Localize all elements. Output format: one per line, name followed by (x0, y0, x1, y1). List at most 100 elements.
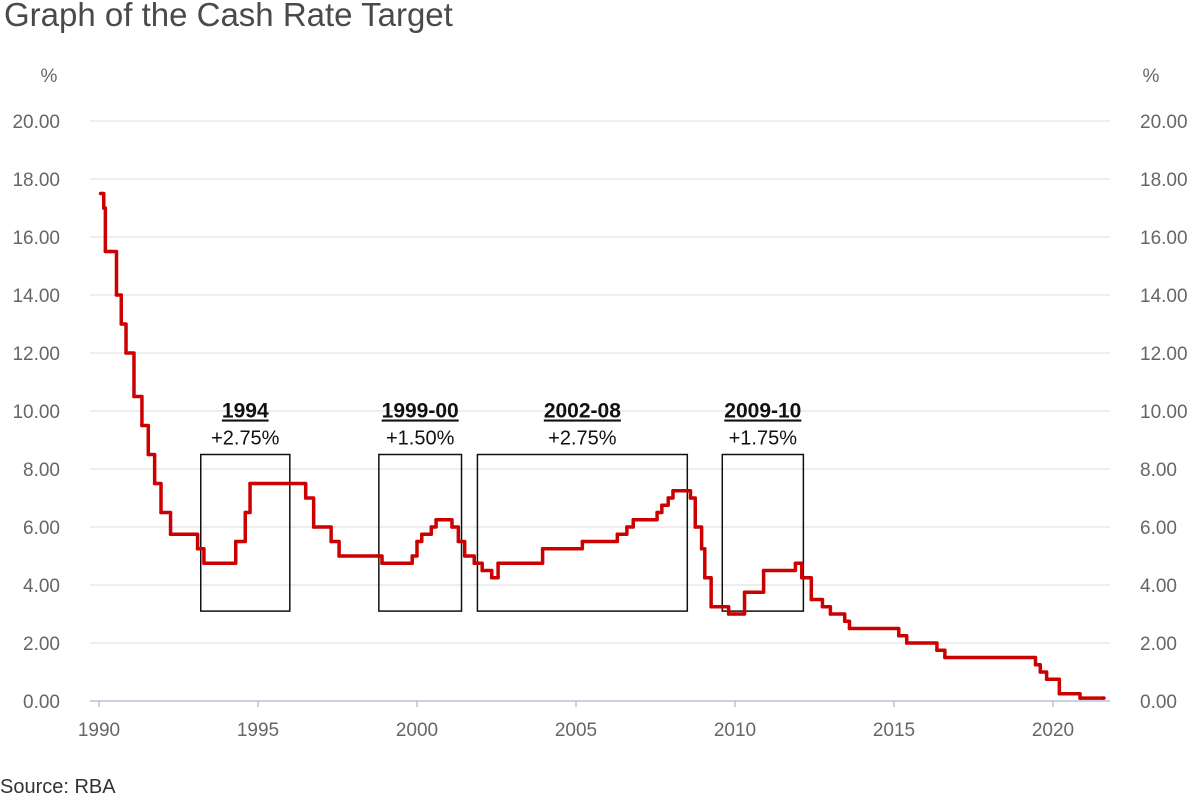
annotation-change: +2.75% (548, 428, 617, 450)
y-tick-label: 8.00 (23, 460, 60, 481)
y-tick-label: 4.00 (1140, 576, 1177, 597)
data-point (114, 293, 119, 297)
data-point (248, 481, 252, 486)
data-point (466, 554, 470, 558)
data-point (671, 488, 675, 493)
data-point (537, 561, 542, 566)
data-point (311, 525, 316, 529)
data-point (329, 539, 333, 544)
data-point (429, 525, 434, 529)
data-point (434, 517, 438, 522)
data-point (159, 510, 163, 515)
annotation-period: 1994 (222, 400, 269, 423)
data-point (380, 561, 384, 566)
data-point (108, 249, 112, 254)
data-point (410, 554, 415, 558)
data-point (709, 604, 713, 609)
data-point (799, 575, 804, 580)
y-tick-label: 16.00 (12, 228, 60, 249)
annotations: 1994 +2.75% 1999-00 +1.50% 2002-08 +2.75% 2009… (200, 400, 805, 612)
data-point (904, 641, 909, 645)
data-point (146, 452, 151, 457)
x-tick-label: 2015 (873, 720, 915, 741)
y-tick-label: 2.00 (23, 634, 60, 655)
data-point (462, 554, 467, 558)
data-point (733, 612, 737, 616)
data-point (540, 546, 545, 551)
data-point (1057, 691, 1062, 696)
y-tick-label: 14.00 (12, 286, 60, 307)
y-tick-label: 10.00 (12, 402, 60, 423)
data-point (828, 612, 833, 616)
chart-title: Graph of the Cash Rate Target (4, 0, 453, 33)
data-point (935, 648, 939, 653)
y-axis-label-left: % (41, 66, 58, 87)
source-note: Source: RBA (0, 776, 116, 798)
annotation-change: +2.75% (211, 428, 280, 450)
data-point (450, 525, 454, 529)
x-tick-label: 2010 (714, 720, 756, 741)
y-tick-label: 2.00 (1140, 634, 1177, 655)
data-point (699, 546, 704, 551)
data-point (243, 510, 248, 515)
data-point (761, 568, 766, 573)
data-point (415, 539, 419, 544)
y-tick-label: 20.00 (12, 112, 60, 133)
data-point (655, 510, 659, 515)
y-tick-label: 12.00 (12, 344, 60, 365)
data-point (152, 481, 157, 486)
data-point (394, 561, 399, 566)
data-point (195, 546, 200, 551)
y-tick-label: 18.00 (12, 170, 60, 191)
data-point (119, 322, 124, 326)
series (98, 191, 1106, 700)
data-point (337, 554, 341, 558)
data-point (98, 191, 103, 196)
data-point (742, 590, 747, 595)
y-tick-label: 4.00 (23, 576, 60, 597)
annotation-period: 2002-08 (544, 400, 621, 423)
data-point (342, 554, 346, 558)
data-point (615, 532, 620, 537)
y-tick-label: 14.00 (1140, 286, 1188, 307)
data-point (842, 619, 847, 624)
y-axis-label-right: % (1143, 66, 1160, 87)
data-point (631, 517, 636, 522)
data-point (809, 597, 814, 602)
data-point (303, 496, 308, 500)
data-point (1044, 677, 1049, 682)
data-point (1038, 670, 1043, 674)
annotation-box (721, 453, 805, 612)
data-point (233, 539, 238, 544)
data-point (171, 532, 176, 537)
data-point (472, 561, 477, 566)
data-point (820, 604, 825, 609)
data-point (693, 525, 698, 529)
data-point (456, 539, 461, 544)
x-tick-label: 1990 (78, 720, 120, 741)
data-point (206, 561, 211, 566)
y-axis-right: 0.00 2.00 4.00 6.00 8.00 10.00 12.00 14.00 16.00… (1140, 112, 1188, 713)
data-point (682, 488, 686, 493)
y-tick-label: 20.00 (1140, 112, 1188, 133)
data-point (132, 394, 136, 399)
data-point (666, 496, 671, 500)
x-tick-label: 2005 (555, 720, 597, 741)
data-point (103, 249, 108, 254)
data-point (1102, 696, 1106, 700)
data-point (793, 561, 798, 566)
x-axis: 1990 1995 2000 2005 2010 2015 2020 (78, 701, 1074, 741)
data-point (253, 481, 257, 486)
data-point (896, 633, 901, 638)
y-axis-left: 0.00 2.00 4.00 6.00 8.00 10.00 12.00 14.00 16.00… (12, 112, 60, 713)
annotation-change: +1.50% (386, 428, 455, 450)
data-point (168, 532, 173, 537)
data-point (625, 525, 629, 529)
y-tick-label: 18.00 (1140, 170, 1188, 191)
y-tick-label: 0.00 (23, 692, 60, 713)
y-tick-label: 0.00 (1140, 692, 1177, 713)
y-tick-label: 10.00 (1140, 402, 1188, 423)
data-point (202, 561, 206, 566)
data-point (702, 575, 707, 580)
